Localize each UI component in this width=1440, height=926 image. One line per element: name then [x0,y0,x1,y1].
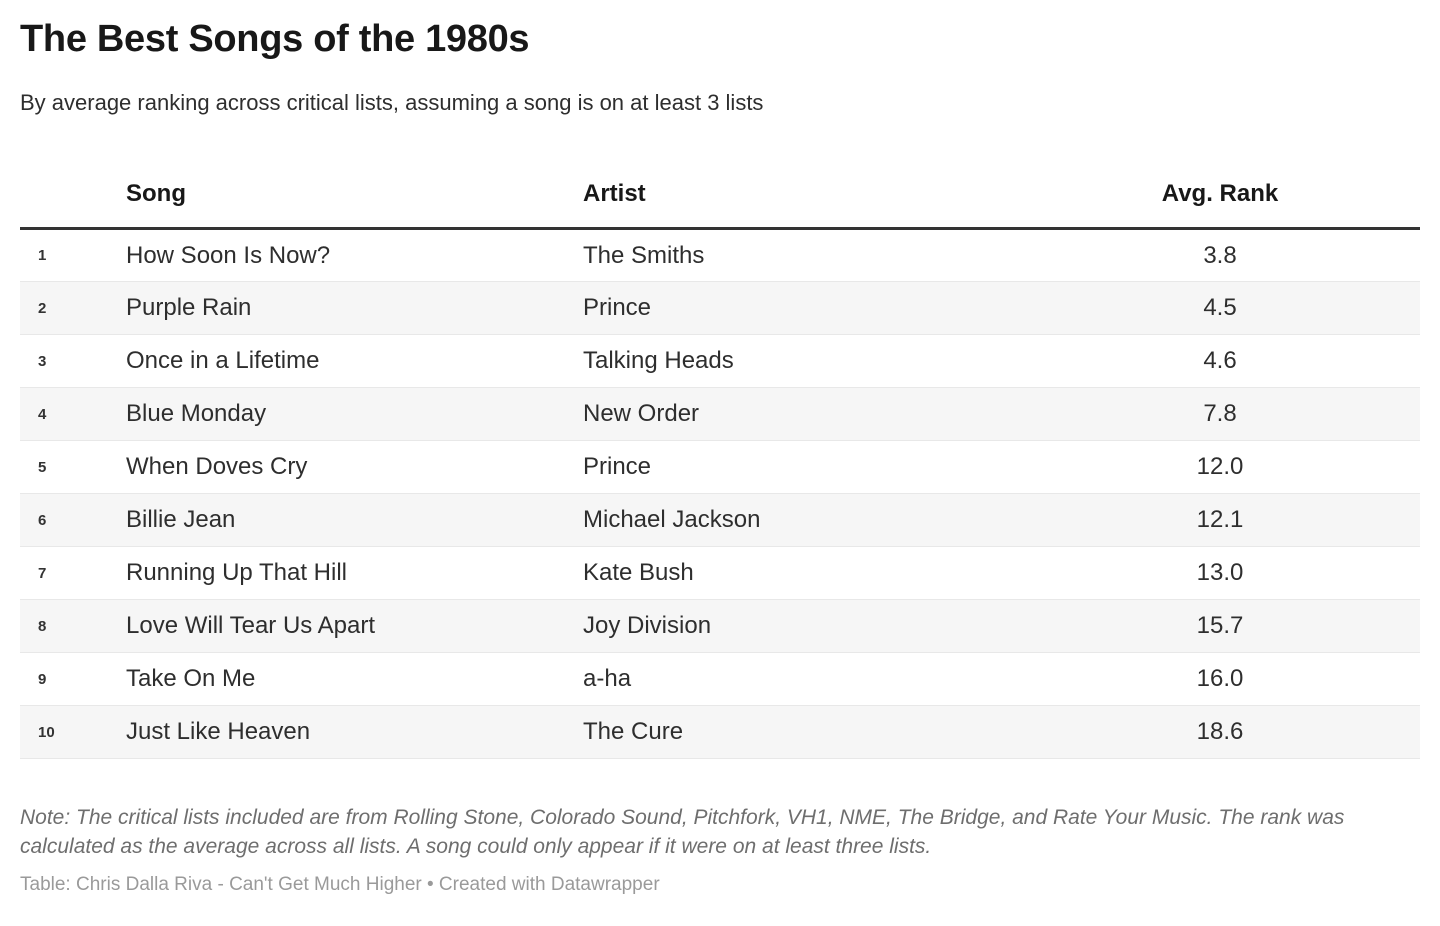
row-avg-rank: 12.1 [1020,493,1420,547]
row-avg-rank: 4.5 [1020,281,1420,335]
row-artist: Prince [583,440,1020,494]
row-rank: 9 [20,652,126,706]
best-songs-table: Song Artist Avg. Rank 1 How Soon Is Now?… [20,166,1420,759]
row-song: Once in a Lifetime [126,334,583,388]
row-avg-rank: 3.8 [1020,228,1420,282]
row-rank: 2 [20,281,126,335]
row-avg-rank: 7.8 [1020,387,1420,441]
row-rank: 1 [20,228,126,282]
row-song: Running Up That Hill [126,546,583,600]
table-attribution: Table: Chris Dalla Riva - Can't Get Much… [20,874,660,895]
row-artist: The Smiths [583,228,1020,282]
row-artist: Joy Division [583,599,1020,653]
row-song: When Doves Cry [126,440,583,494]
row-song: Love Will Tear Us Apart [126,599,583,653]
row-rank: 10 [20,705,126,759]
table-row: 1 How Soon Is Now? The Smiths 3.8 [20,228,1420,282]
row-artist: The Cure [583,705,1020,759]
table-row: 9 Take On Me a-ha 16.0 [20,652,1420,706]
datawrapper-table-page: The Best Songs of the 1980s By average r… [20,18,1420,895]
row-rank: 6 [20,493,126,547]
row-artist: Prince [583,281,1020,335]
table-row: 3 Once in a Lifetime Talking Heads 4.6 [20,334,1420,388]
table-row: 2 Purple Rain Prince 4.5 [20,281,1420,335]
table-row: 8 Love Will Tear Us Apart Joy Division 1… [20,599,1420,653]
row-rank: 3 [20,334,126,388]
row-avg-rank: 15.7 [1020,599,1420,653]
row-artist: Michael Jackson [583,493,1020,547]
table-row: 4 Blue Monday New Order 7.8 [20,387,1420,441]
row-artist: Kate Bush [583,546,1020,600]
table-header-row: Song Artist Avg. Rank [20,166,1420,230]
row-artist: Talking Heads [583,334,1020,388]
row-song: Billie Jean [126,493,583,547]
row-rank: 8 [20,599,126,653]
column-header-avg-rank: Avg. Rank [1020,166,1420,230]
table-row: 7 Running Up That Hill Kate Bush 13.0 [20,546,1420,600]
row-song: Take On Me [126,652,583,706]
row-artist: a-ha [583,652,1020,706]
page-title: The Best Songs of the 1980s [20,18,530,60]
table-row: 10 Just Like Heaven The Cure 18.6 [20,705,1420,759]
column-header-index [20,166,126,230]
row-song: Blue Monday [126,387,583,441]
page-subtitle: By average ranking across critical lists… [20,90,764,115]
table-note: Note: The critical lists included are fr… [20,806,1345,858]
row-rank: 4 [20,387,126,441]
table-row: 6 Billie Jean Michael Jackson 12.1 [20,493,1420,547]
column-header-artist: Artist [583,166,1020,230]
column-header-song: Song [126,166,583,230]
row-rank: 7 [20,546,126,600]
row-artist: New Order [583,387,1020,441]
row-avg-rank: 4.6 [1020,334,1420,388]
row-rank: 5 [20,440,126,494]
row-avg-rank: 12.0 [1020,440,1420,494]
row-song: Purple Rain [126,281,583,335]
row-song: Just Like Heaven [126,705,583,759]
row-avg-rank: 18.6 [1020,705,1420,759]
row-avg-rank: 13.0 [1020,546,1420,600]
table-row: 5 When Doves Cry Prince 12.0 [20,440,1420,494]
row-avg-rank: 16.0 [1020,652,1420,706]
row-song: How Soon Is Now? [126,228,583,282]
